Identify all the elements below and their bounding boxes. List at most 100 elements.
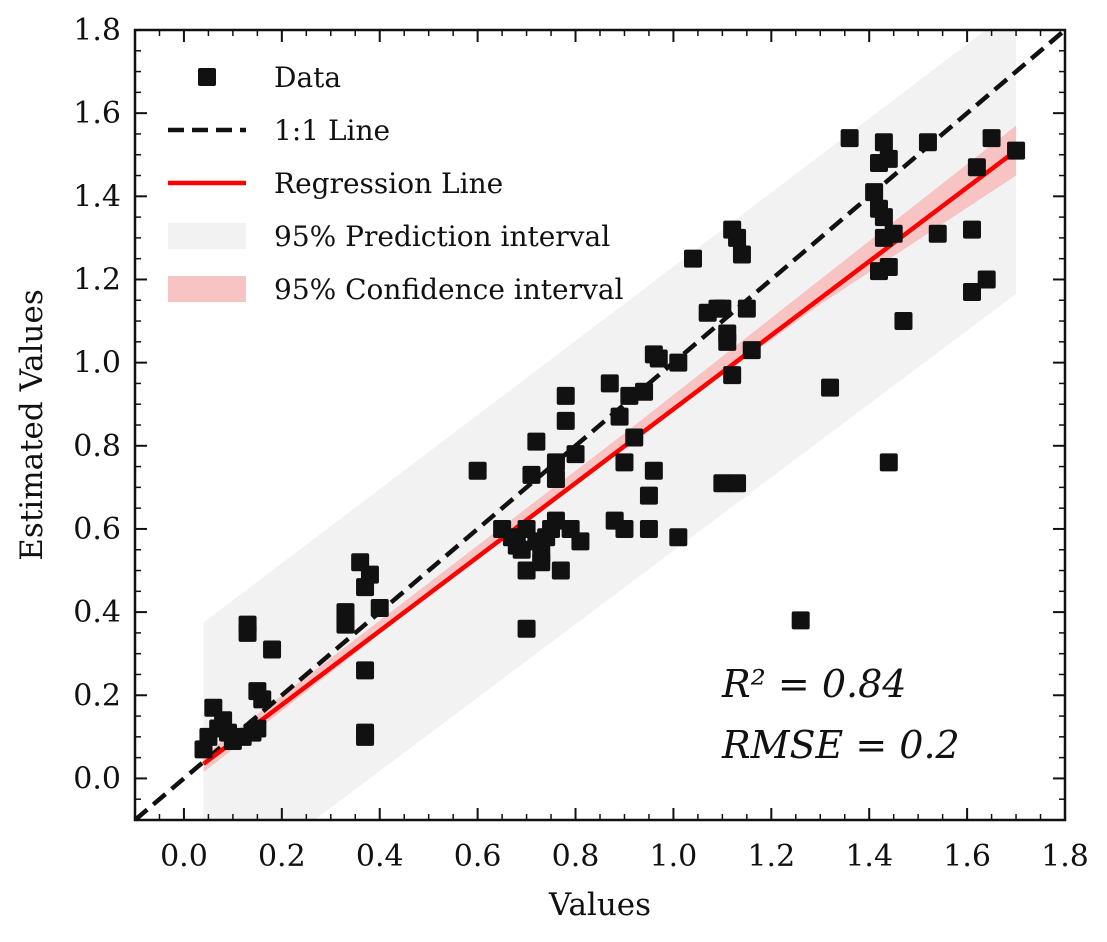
y-tick-label: 0.6 [73,512,121,547]
x-tick-label: 1.0 [650,839,698,874]
legend-label: 95% Confidence interval [274,273,624,306]
data-point [728,474,747,493]
x-tick-label: 0.2 [258,839,306,874]
data-point [248,719,267,738]
data-point [718,324,737,343]
y-tick-label: 1.2 [73,262,121,297]
y-tick-label: 0.2 [73,678,121,713]
y-tick-label: 0.8 [73,429,121,464]
data-point [468,461,487,480]
data-point [963,282,981,301]
data-point [522,465,541,484]
data-point [556,411,575,430]
data-point [546,470,565,489]
legend-marker-prediction [168,223,246,249]
data-point [571,532,590,551]
data-point [669,353,688,372]
y-tick-label: 0.4 [73,595,121,630]
data-point [517,619,536,638]
data-point [874,208,893,227]
data-point [874,133,893,152]
legend-label: 1:1 Line [274,114,390,147]
data-point [894,312,913,331]
y-axis-label: Estimated Values [14,289,50,560]
data-point [1007,141,1026,160]
data-point [644,461,663,480]
data-point [977,270,996,289]
data-point [737,299,756,318]
data-point [840,129,859,148]
y-tick-label: 1.8 [73,13,121,48]
data-point [360,565,379,584]
data-point [610,407,629,426]
x-tick-label: 1.6 [943,839,991,874]
legend-marker-data [198,68,216,86]
data-point [865,183,884,202]
data-point [620,386,639,405]
legend-label: Regression Line [274,167,503,200]
data-point [615,519,634,538]
data-point [625,428,644,447]
y-tick-label: 1.0 [73,346,121,381]
data-point [263,640,282,659]
data-point [639,486,658,505]
data-point [918,133,937,152]
data-point [732,245,751,264]
y-tick-label: 1.4 [73,179,121,214]
data-point [527,432,546,451]
rmse-annotation: RMSE = 0.2 [721,723,960,767]
data-point [370,598,389,617]
data-point [517,561,536,580]
data-point [546,511,565,530]
data-point [879,149,898,168]
y-tick-label: 0.0 [73,761,121,796]
r2-annotation: R² = 0.84 [721,662,906,706]
data-point [600,374,619,393]
data-point [684,249,702,268]
data-point [546,453,565,472]
data-point [669,528,688,547]
data-point [635,382,654,401]
data-point [566,445,585,464]
data-point [253,690,272,709]
data-point [713,474,732,493]
data-point [928,224,947,243]
prediction-interval-band [203,30,1017,820]
data-point [615,453,634,472]
data-point [967,158,986,177]
data-point [356,661,375,680]
x-tick-label: 1.8 [1041,839,1089,874]
data-point [723,366,742,385]
data-point [791,611,810,630]
legend-label: Data [274,61,341,94]
data-point [551,561,570,580]
legend: Data 1:1 Line Regression Line 95% Predictio… [168,61,624,306]
data-point [870,262,888,281]
one-to-one-line [135,30,1065,820]
x-tick-label: 0.8 [552,839,600,874]
x-tick-label: 1.2 [747,839,795,874]
x-tick-label: 0.0 [160,839,208,874]
data-point [879,453,898,472]
regression-line [202,148,1018,766]
data-point [728,228,747,247]
annotations: R² = 0.84 RMSE = 0.2 [721,662,960,767]
x-tick-label: 0.4 [356,839,404,874]
x-axis-label: Values [548,887,651,923]
data-point [821,378,840,397]
data-point [512,540,531,559]
x-tick-label: 0.6 [454,839,502,874]
data-point [982,129,1001,148]
data-point [532,553,551,572]
data-point [963,220,981,239]
data-point [336,615,355,634]
data-point [884,224,903,243]
y-tick-label: 1.6 [73,96,121,131]
legend-label: 95% Prediction interval [274,220,610,253]
data-point [649,349,668,368]
x-tick-label: 1.4 [845,839,893,874]
data-point [356,727,375,746]
data-point [713,299,732,318]
legend-marker-confidence [168,276,246,302]
